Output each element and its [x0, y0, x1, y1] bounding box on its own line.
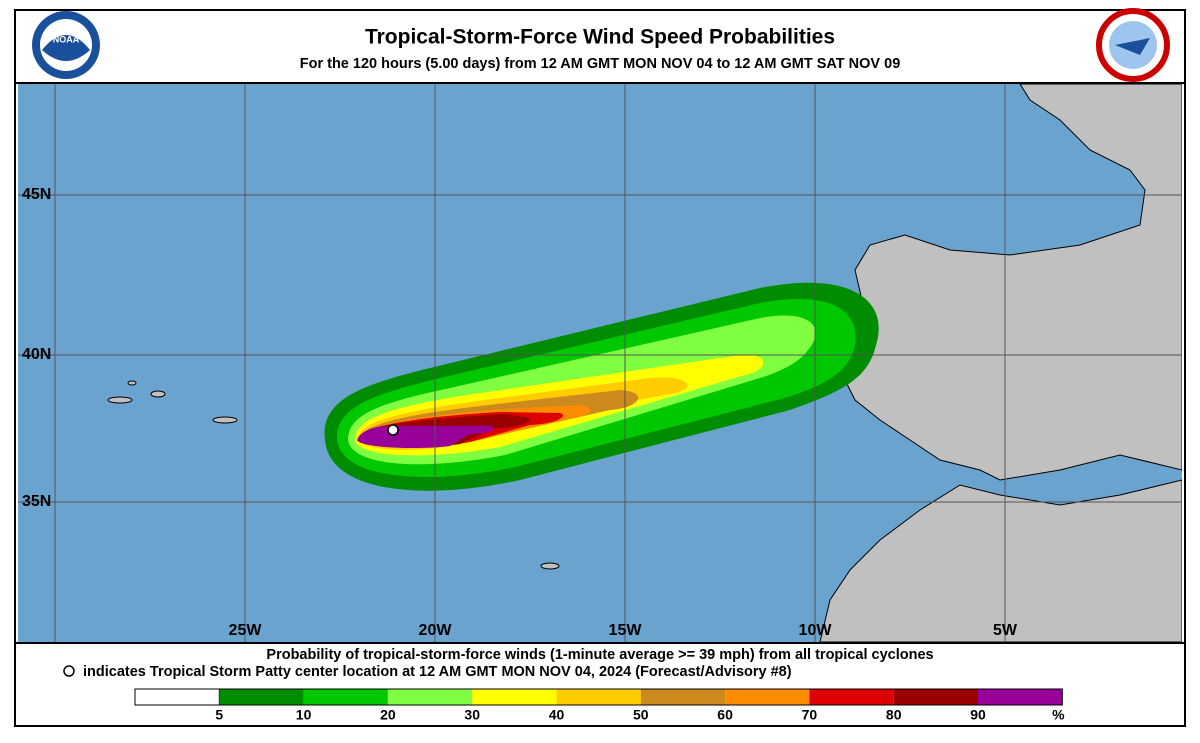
lat-label: 40N — [22, 346, 51, 363]
legend-label: 20 — [380, 707, 396, 723]
legend-unit: % — [1052, 707, 1065, 723]
legend: 5 10 20 30 40 50 60 70 80 90% — [134, 688, 1065, 723]
island — [107, 396, 133, 404]
map: 45N 40N 35N 25W 20W 15W 10W 5W — [18, 84, 1182, 642]
storm-center — [387, 424, 399, 436]
footer-line1: Probability of tropical-storm-force wind… — [266, 647, 933, 663]
island — [150, 390, 166, 398]
nws-logo-mark — [1115, 38, 1150, 55]
lon-label: 15W — [609, 622, 643, 639]
noaa-logo-text: NOAA — [53, 34, 80, 44]
lon-label: 20W — [419, 622, 453, 639]
subtitle: For the 120 hours (5.00 days) from 12 AM… — [300, 56, 901, 72]
island — [540, 562, 560, 570]
legend-swatch — [219, 689, 304, 705]
lat-label: 35N — [22, 493, 51, 510]
graticule — [18, 84, 1182, 642]
legend-swatch — [472, 689, 557, 705]
center-symbol — [63, 665, 75, 677]
legend-label: 70 — [802, 707, 818, 723]
legend-border — [134, 688, 1063, 706]
legend-label: 80 — [886, 707, 902, 723]
legend-label: 40 — [549, 707, 565, 723]
legend-label: 50 — [633, 707, 649, 723]
africa-land — [819, 479, 1182, 642]
legend-label: 90 — [970, 707, 986, 723]
island — [212, 416, 238, 424]
legend-label: 5 — [215, 707, 223, 723]
legend-label: 10 — [296, 707, 312, 723]
legend-swatch — [893, 689, 978, 705]
noaa-logo: NOAA — [32, 11, 100, 79]
legend-label: 60 — [717, 707, 733, 723]
footer-line2: indicates Tropical Storm Patty center lo… — [83, 664, 792, 680]
legend-swatch — [640, 689, 726, 705]
nws-logo — [1096, 8, 1170, 82]
title: Tropical-Storm-Force Wind Speed Probabil… — [365, 26, 835, 49]
legend-label: 30 — [464, 707, 480, 723]
legend-swatch — [303, 689, 388, 705]
probability-swath — [324, 282, 879, 491]
legend-swatch — [387, 689, 473, 705]
island — [127, 380, 137, 386]
legend-swatch — [134, 688, 220, 706]
islands — [107, 380, 560, 570]
legend-swatch — [725, 689, 810, 705]
legend-swatch — [809, 689, 894, 705]
lon-label: 5W — [993, 622, 1018, 639]
legend-swatch — [978, 689, 1063, 705]
lat-label: 45N — [22, 186, 51, 203]
lon-label: 25W — [229, 622, 263, 639]
lon-label: 10W — [799, 622, 833, 639]
legend-swatch — [556, 689, 641, 705]
noaa-logo-bird — [42, 35, 90, 61]
